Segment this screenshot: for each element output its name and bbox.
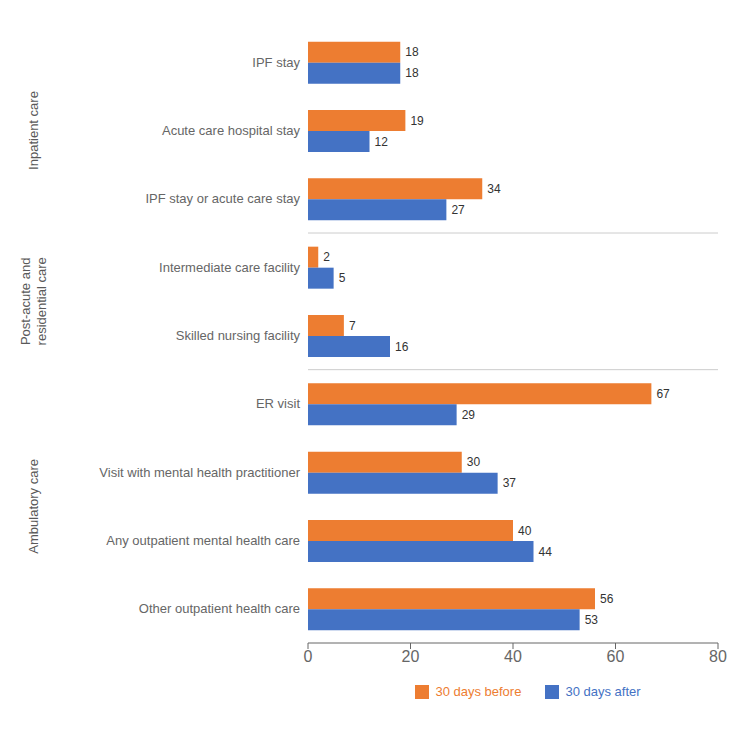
svg-text:Inpatient care: Inpatient care xyxy=(26,91,41,170)
svg-text:18: 18 xyxy=(405,66,419,80)
svg-text:19: 19 xyxy=(410,114,424,128)
svg-text:Other outpatient health care: Other outpatient health care xyxy=(139,601,300,616)
svg-text:Acute care hospital stay: Acute care hospital stay xyxy=(162,123,301,138)
svg-text:34: 34 xyxy=(487,182,501,196)
svg-text:67: 67 xyxy=(656,387,670,401)
svg-text:40: 40 xyxy=(518,524,532,538)
svg-text:18: 18 xyxy=(405,45,419,59)
svg-text:20: 20 xyxy=(402,648,420,665)
svg-text:Post-acute andresidential care: Post-acute andresidential care xyxy=(18,257,49,345)
svg-text:29: 29 xyxy=(462,408,476,422)
svg-text:IPF stay: IPF stay xyxy=(252,55,300,70)
svg-text:5: 5 xyxy=(339,271,346,285)
svg-text:27: 27 xyxy=(451,203,465,217)
svg-text:60: 60 xyxy=(607,648,625,665)
html-text:30 days before: 30 days before xyxy=(435,684,522,699)
svg-text:Visit with mental health pract: Visit with mental health practitioner xyxy=(99,465,300,480)
svg-text:7: 7 xyxy=(349,319,356,333)
svg-text:Ambulatory care: Ambulatory care xyxy=(26,459,41,554)
svg-text:16: 16 xyxy=(395,340,409,354)
svg-text:56: 56 xyxy=(600,592,614,606)
svg-text:IPF stay or acute care stay: IPF stay or acute care stay xyxy=(145,191,300,206)
svg-text:ER visit: ER visit xyxy=(256,396,300,411)
svg-text:Intermediate care facility: Intermediate care facility xyxy=(159,260,300,275)
svg-text:53: 53 xyxy=(585,613,599,627)
svg-text:0: 0 xyxy=(304,648,313,665)
html-text:30 days after: 30 days after xyxy=(565,684,641,699)
svg-text:Any outpatient mental health c: Any outpatient mental health care xyxy=(106,533,300,548)
svg-text:30: 30 xyxy=(467,455,481,469)
svg-text:12: 12 xyxy=(375,135,389,149)
svg-text:Skilled nursing facility: Skilled nursing facility xyxy=(176,328,301,343)
svg-text:44: 44 xyxy=(539,545,553,559)
svg-text:40: 40 xyxy=(504,648,522,665)
svg-text:2: 2 xyxy=(323,250,330,264)
svg-text:37: 37 xyxy=(503,476,517,490)
svg-text:80: 80 xyxy=(709,648,727,665)
